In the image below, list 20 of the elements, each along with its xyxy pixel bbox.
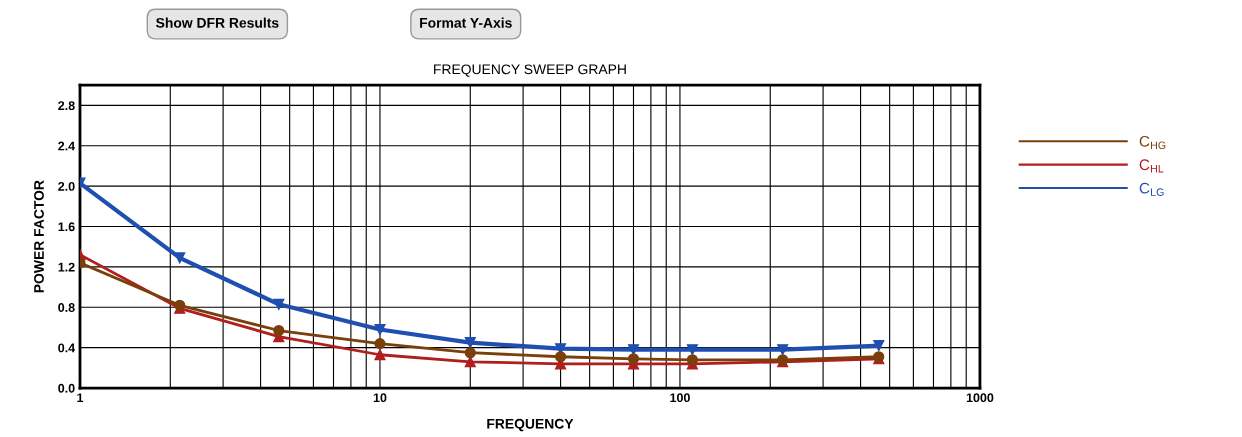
y-tick-label: 0.0 <box>58 383 75 393</box>
x-tick-label: 1 <box>77 393 84 402</box>
y-tick-label: 0.8 <box>58 303 75 312</box>
text: Format Y-Axis <box>420 17 512 28</box>
x-tick-label: 10 <box>373 393 387 403</box>
x-tick-label: 1000 <box>966 393 994 403</box>
y-tick-label: 2.0 <box>58 181 75 191</box>
text: Show DFR Results <box>156 17 279 28</box>
x-tick-label: 100 <box>670 393 690 403</box>
y-tick-label: 2.8 <box>58 101 75 111</box>
text: C$_{LG}$ <box>1139 182 1164 196</box>
y-tick-label: 1.2 <box>58 262 75 272</box>
text: C$_{HL}$ <box>1139 159 1164 173</box>
x-axis-title: FREQUENCY <box>487 418 574 432</box>
y-tick-label: 2.4 <box>58 141 76 151</box>
chart-title: FREQUENCY SWEEP GRAPH <box>434 64 626 77</box>
y-tick-label: 1.6 <box>58 222 75 232</box>
y-tick-label: 0.4 <box>58 343 76 353</box>
y-axis-title: POWER FACTOR <box>34 180 44 293</box>
text: C$_{HG}$ <box>1139 135 1166 150</box>
